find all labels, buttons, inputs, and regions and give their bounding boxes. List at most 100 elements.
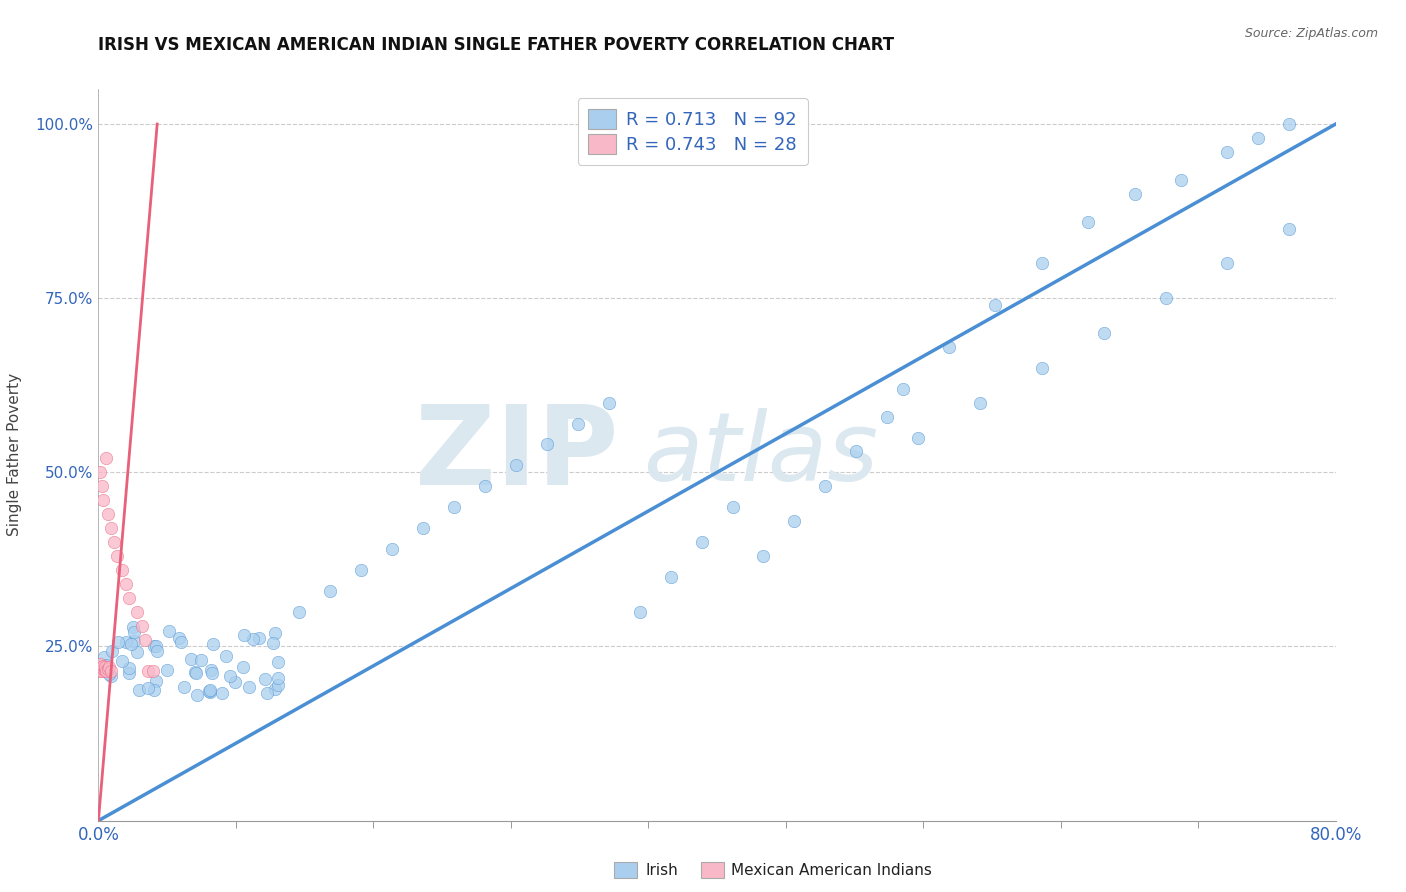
- Point: [474, 479, 496, 493]
- Point: [319, 583, 342, 598]
- Point: [567, 417, 589, 431]
- Point: [180, 652, 202, 666]
- Point: [752, 549, 775, 563]
- Point: [198, 685, 221, 699]
- Point: [200, 664, 222, 678]
- Point: [157, 624, 180, 638]
- Legend: Irish, Mexican American Indians: Irish, Mexican American Indians: [609, 856, 938, 884]
- Point: [598, 395, 620, 409]
- Point: [136, 681, 159, 695]
- Point: [536, 437, 558, 451]
- Point: [97, 666, 120, 681]
- Point: [938, 340, 960, 354]
- Point: [721, 500, 744, 515]
- Point: [183, 665, 205, 680]
- Point: [1278, 221, 1301, 235]
- Point: [93, 663, 115, 677]
- Point: [783, 514, 806, 528]
- Point: [267, 656, 290, 670]
- Point: [1031, 360, 1053, 375]
- Point: [89, 657, 111, 671]
- Point: [242, 632, 264, 647]
- Point: [845, 444, 868, 458]
- Point: [91, 659, 114, 673]
- Point: [105, 549, 128, 563]
- Point: [443, 500, 465, 515]
- Point: [146, 644, 169, 658]
- Point: [96, 664, 118, 678]
- Point: [350, 563, 373, 577]
- Point: [505, 458, 527, 473]
- Point: [169, 632, 191, 646]
- Point: [128, 683, 150, 698]
- Point: [111, 563, 132, 577]
- Point: [201, 665, 224, 680]
- Point: [91, 493, 114, 508]
- Point: [122, 625, 145, 640]
- Point: [107, 635, 129, 649]
- Point: [122, 619, 145, 633]
- Point: [381, 541, 404, 556]
- Point: [211, 686, 233, 700]
- Point: [100, 669, 122, 683]
- Point: [100, 521, 122, 535]
- Point: [1278, 117, 1301, 131]
- Point: [659, 570, 682, 584]
- Text: ZIP: ZIP: [415, 401, 619, 508]
- Point: [263, 626, 285, 640]
- Point: [120, 637, 142, 651]
- Point: [256, 686, 278, 700]
- Point: [1092, 326, 1115, 340]
- Point: [253, 673, 276, 687]
- Point: [1216, 256, 1239, 270]
- Point: [170, 634, 193, 648]
- Text: Source: ZipAtlas.com: Source: ZipAtlas.com: [1244, 27, 1378, 40]
- Point: [186, 688, 208, 702]
- Point: [907, 430, 929, 444]
- Point: [876, 409, 898, 424]
- Point: [215, 649, 238, 664]
- Point: [1031, 256, 1053, 270]
- Point: [1077, 214, 1099, 228]
- Point: [1247, 131, 1270, 145]
- Point: [97, 662, 120, 676]
- Point: [114, 634, 136, 648]
- Point: [1123, 186, 1146, 201]
- Point: [96, 451, 118, 466]
- Point: [134, 632, 156, 647]
- Point: [93, 660, 115, 674]
- Point: [101, 644, 124, 658]
- Point: [118, 591, 141, 605]
- Point: [122, 634, 145, 648]
- Point: [232, 659, 254, 673]
- Point: [136, 664, 159, 678]
- Point: [111, 654, 134, 668]
- Point: [142, 683, 165, 698]
- Point: [412, 521, 434, 535]
- Point: [224, 674, 246, 689]
- Point: [264, 682, 287, 697]
- Point: [141, 664, 165, 678]
- Point: [93, 650, 115, 665]
- Point: [238, 680, 260, 694]
- Point: [1216, 145, 1239, 159]
- Point: [1154, 291, 1177, 305]
- Point: [288, 605, 311, 619]
- Point: [184, 666, 207, 681]
- Y-axis label: Single Father Poverty: Single Father Poverty: [7, 374, 21, 536]
- Point: [247, 631, 270, 645]
- Legend: R = 0.713   N = 92, R = 0.743   N = 28: R = 0.713 N = 92, R = 0.743 N = 28: [578, 98, 808, 165]
- Point: [118, 665, 141, 680]
- Point: [190, 653, 212, 667]
- Point: [97, 507, 120, 521]
- Point: [690, 535, 713, 549]
- Point: [984, 298, 1007, 312]
- Point: [198, 682, 221, 697]
- Point: [115, 576, 138, 591]
- Point: [142, 639, 165, 653]
- Point: [100, 664, 122, 678]
- Point: [969, 395, 991, 409]
- Point: [173, 680, 195, 694]
- Point: [156, 663, 179, 677]
- Point: [198, 683, 221, 698]
